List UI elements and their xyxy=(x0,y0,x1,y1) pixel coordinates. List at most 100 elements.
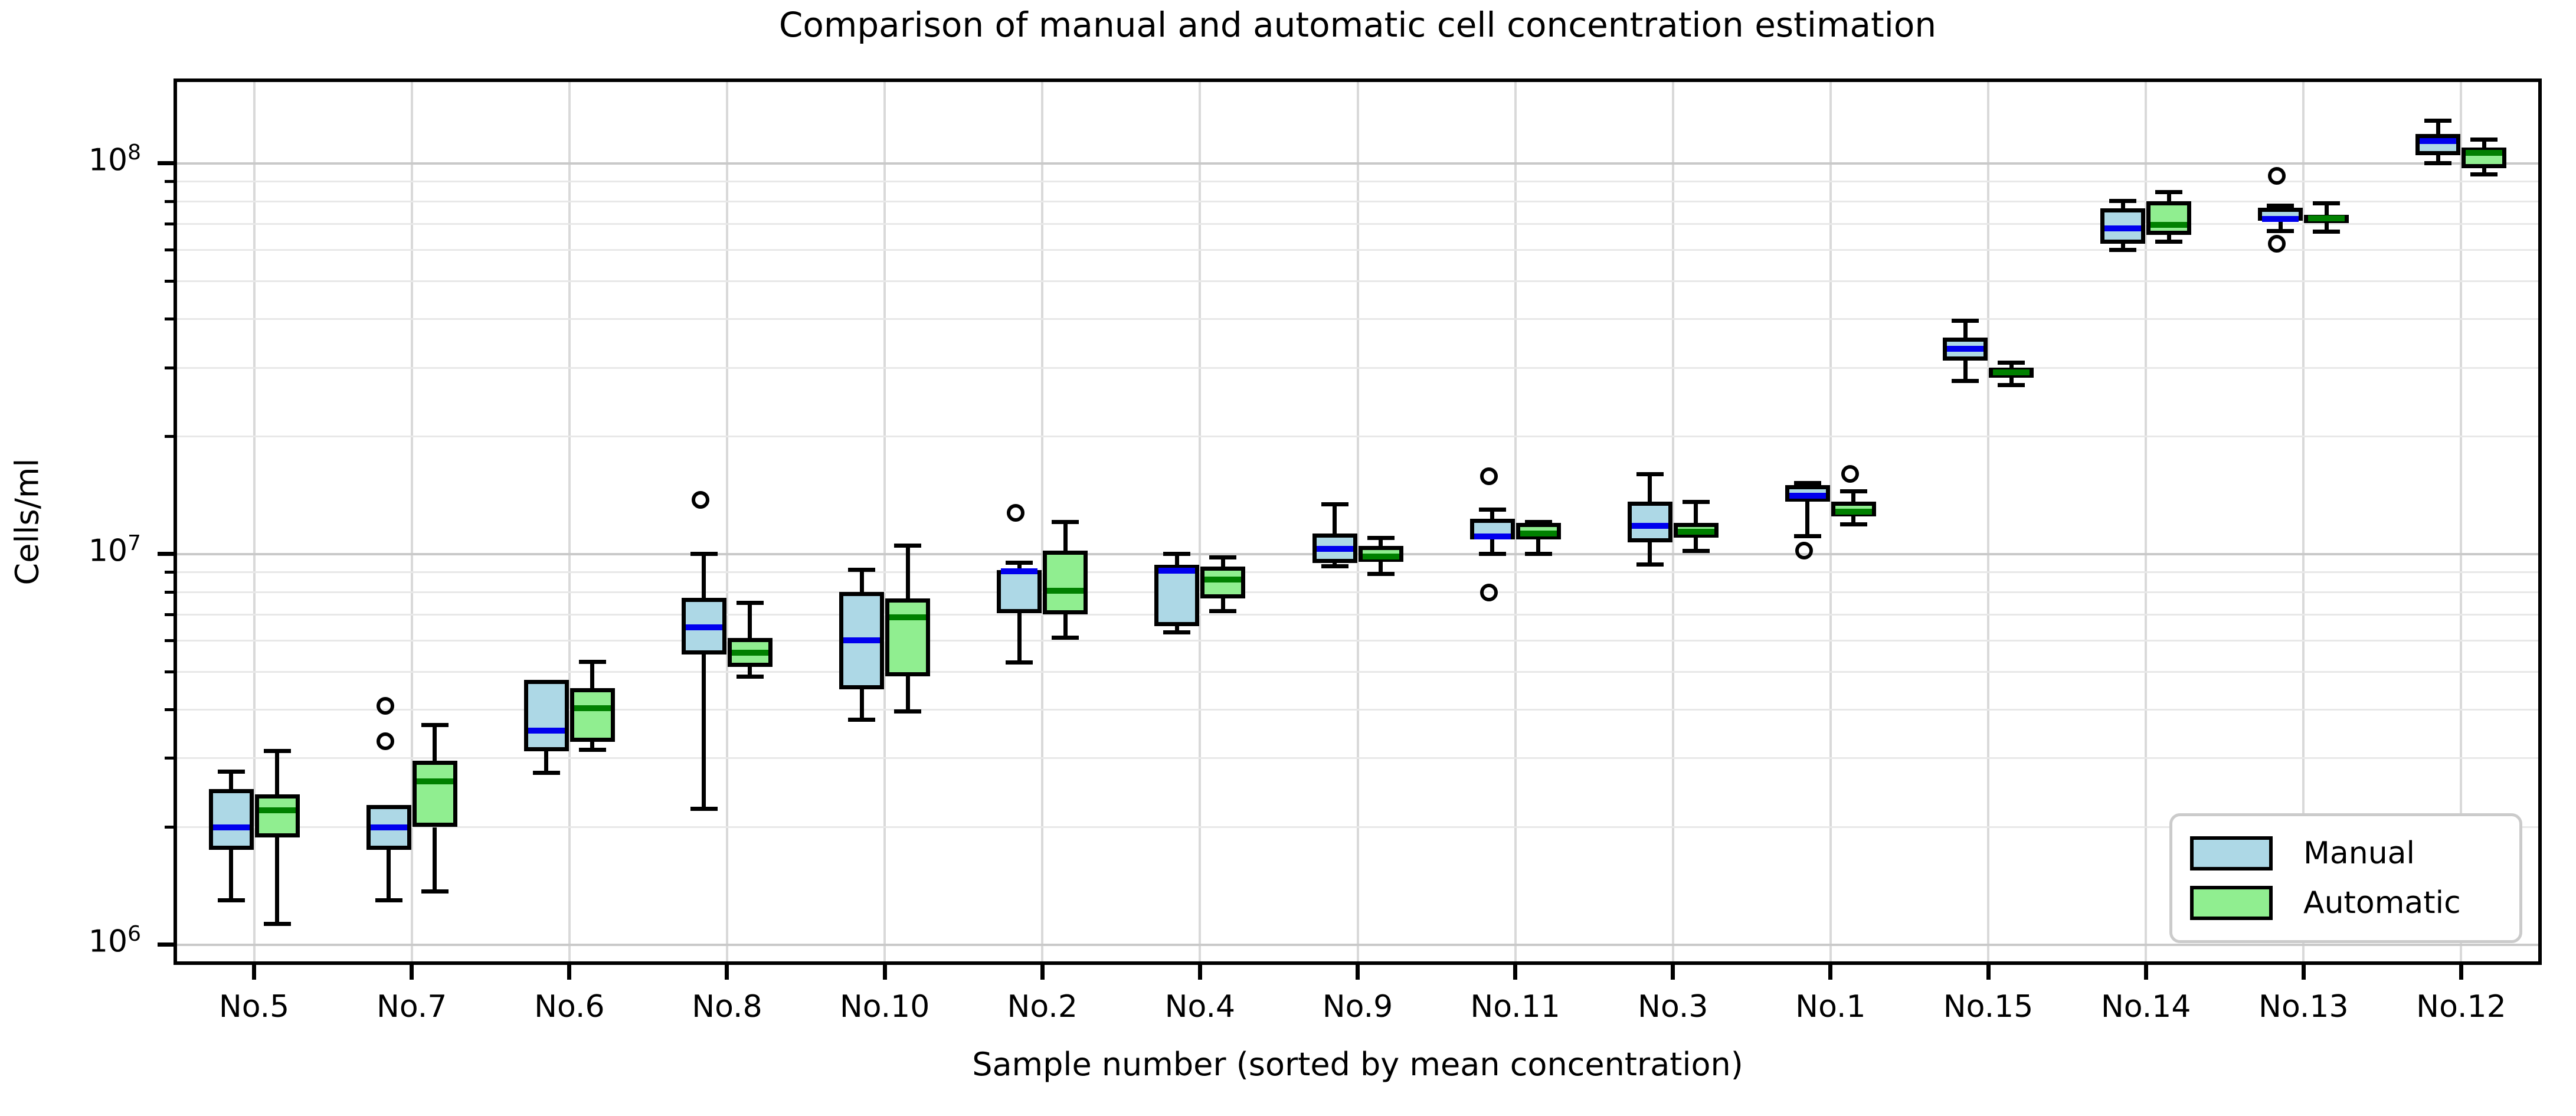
whisker-upper-automatic-No.3 xyxy=(1694,502,1698,523)
y-minor-tick xyxy=(165,317,175,320)
whisker-cap-automatic-No.9 xyxy=(1367,535,1395,540)
whisker-cap-automatic-No.5 xyxy=(263,922,291,927)
median-manual-No.8 xyxy=(685,624,722,630)
whisker-cap-automatic-No.7 xyxy=(421,889,449,894)
whisker-cap-automatic-No.13 xyxy=(2313,201,2341,206)
x-tick xyxy=(2143,963,2148,980)
chart-title: Comparison of manual and automatic cell … xyxy=(778,5,1937,45)
x-tick xyxy=(1986,963,1991,980)
whisker-lower-manual-No.10 xyxy=(859,689,864,720)
gridline-vertical xyxy=(2145,80,2148,963)
whisker-cap-automatic-No.11 xyxy=(1524,552,1552,557)
box-manual-No.5 xyxy=(208,789,254,850)
box-automatic-No.2 xyxy=(1043,551,1088,615)
x-tick xyxy=(410,963,414,980)
whisker-cap-manual-No.5 xyxy=(217,898,245,902)
whisker-upper-automatic-No.13 xyxy=(2324,203,2329,215)
median-automatic-No.4 xyxy=(1204,577,1242,583)
box-manual-No.12 xyxy=(2415,133,2461,155)
x-tick xyxy=(2301,963,2306,980)
gridline-minor xyxy=(175,571,2540,573)
y-minor-tick xyxy=(165,826,175,829)
whisker-lower-automatic-No.6 xyxy=(590,741,595,750)
whisker-lower-manual-No.8 xyxy=(702,654,706,809)
whisker-lower-automatic-No.15 xyxy=(2009,377,2014,385)
whisker-upper-automatic-No.4 xyxy=(1220,557,1225,567)
whisker-lower-manual-No.7 xyxy=(387,849,391,901)
median-manual-No.10 xyxy=(843,637,881,644)
gridline-vertical xyxy=(1356,80,1359,963)
gridline-vertical xyxy=(1199,80,1202,963)
whisker-lower-automatic-No.13 xyxy=(2324,221,2329,232)
median-automatic-No.8 xyxy=(731,649,768,656)
x-tick-label: No.9 xyxy=(1322,989,1393,1025)
gridline-vertical xyxy=(410,80,413,963)
whisker-lower-automatic-No.5 xyxy=(275,837,280,924)
x-tick xyxy=(252,963,257,980)
whisker-upper-manual-No.3 xyxy=(1648,474,1652,502)
outlier-manual-No.13 xyxy=(2268,235,2286,253)
x-tick xyxy=(882,963,887,980)
median-manual-No.7 xyxy=(370,824,407,830)
box-automatic-No.10 xyxy=(885,598,931,676)
y-minor-tick xyxy=(165,199,175,203)
y-minor-tick xyxy=(165,179,175,183)
whisker-lower-automatic-No.12 xyxy=(2482,168,2486,175)
gridline-vertical xyxy=(883,80,886,963)
y-minor-tick xyxy=(165,248,175,252)
whisker-cap-automatic-No.13 xyxy=(2313,229,2341,234)
median-automatic-No.1 xyxy=(1835,508,1872,515)
legend-item-automatic: Automatic xyxy=(2190,885,2502,921)
x-tick xyxy=(2459,963,2463,980)
median-automatic-No.13 xyxy=(2308,215,2345,222)
gridline-major xyxy=(175,552,2540,555)
y-minor-tick xyxy=(165,639,175,643)
median-automatic-No.10 xyxy=(889,614,927,620)
box-manual-No.2 xyxy=(997,570,1042,614)
whisker-lower-manual-No.3 xyxy=(1648,542,1652,565)
median-manual-No.11 xyxy=(1474,533,1511,539)
whisker-cap-manual-No.11 xyxy=(1478,507,1506,512)
whisker-lower-manual-No.5 xyxy=(229,849,234,901)
x-tick-label: No.14 xyxy=(2100,989,2191,1025)
whisker-cap-automatic-No.3 xyxy=(1682,548,1710,553)
whisker-cap-automatic-No.15 xyxy=(1998,361,2025,365)
gridline-minor xyxy=(175,757,2540,760)
whisker-lower-manual-No.6 xyxy=(544,751,549,773)
y-major-tick xyxy=(158,552,175,557)
x-tick-label: No.5 xyxy=(218,989,290,1025)
legend-swatch-manual-icon xyxy=(2190,836,2273,871)
whisker-cap-automatic-No.10 xyxy=(894,709,922,714)
box-automatic-No.14 xyxy=(2146,201,2192,235)
box-automatic-No.5 xyxy=(254,794,300,838)
median-automatic-No.3 xyxy=(1677,529,1714,535)
whisker-upper-manual-No.5 xyxy=(229,771,234,790)
x-axis-label: Sample number (sorted by mean concentrat… xyxy=(972,1046,1743,1083)
x-tick xyxy=(1197,963,1202,980)
y-minor-tick xyxy=(165,366,175,369)
whisker-upper-automatic-No.2 xyxy=(1063,522,1068,551)
whisker-upper-automatic-No.15 xyxy=(2009,362,2014,368)
legend-label-manual: Manual xyxy=(2303,836,2415,872)
whisker-cap-automatic-No.2 xyxy=(1052,519,1079,524)
whisker-cap-manual-No.3 xyxy=(1636,472,1664,477)
box-automatic-No.6 xyxy=(569,688,615,742)
whisker-cap-automatic-No.6 xyxy=(578,747,606,752)
legend-item-manual: Manual xyxy=(2190,836,2502,871)
whisker-cap-manual-No.7 xyxy=(375,898,402,902)
box-manual-No.3 xyxy=(1627,502,1672,543)
whisker-lower-manual-No.2 xyxy=(1017,613,1022,663)
gridline-vertical xyxy=(568,80,571,963)
gridline-minor xyxy=(175,826,2540,828)
y-minor-tick xyxy=(165,590,175,594)
y-minor-tick xyxy=(165,279,175,283)
median-manual-No.6 xyxy=(528,728,565,734)
whisker-cap-automatic-No.1 xyxy=(1839,489,1867,493)
median-manual-No.3 xyxy=(1631,523,1668,529)
whisker-upper-automatic-No.5 xyxy=(275,751,280,794)
outlier-manual-No.7 xyxy=(376,732,394,750)
x-tick xyxy=(1040,963,1045,980)
x-tick xyxy=(1513,963,1518,980)
y-minor-tick xyxy=(165,570,175,574)
y-minor-tick xyxy=(165,613,175,616)
